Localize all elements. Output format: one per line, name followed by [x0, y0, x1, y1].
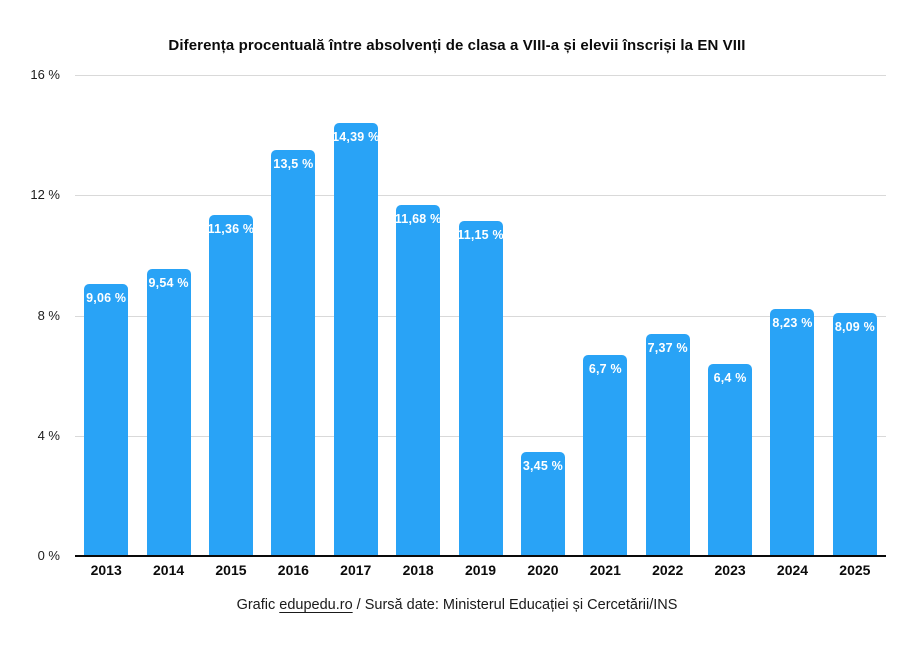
y-tick-label: 8 %	[37, 307, 60, 323]
bars-container: 9,06 % 9,54 % 11,36 % 13,5 % 14,39 % 11,68 % 1…	[75, 75, 886, 556]
gridline	[75, 75, 886, 76]
bar-2020[interactable]: 3,45 %	[520, 452, 565, 556]
bar-2018[interactable]: 11,68 %	[394, 204, 442, 556]
bar-2019[interactable]: 11,15 %	[457, 220, 504, 556]
bar-value-label: 6,7 %	[588, 361, 622, 376]
x-tick-label: 2025	[839, 562, 871, 578]
bar-value-label: 3,45 %	[522, 459, 563, 474]
bar-slot: 11,36 %	[200, 75, 262, 556]
x-axis-labels: 2013 2014 2015 2016 2017 2018 2019 2020 2021 2022…	[75, 562, 886, 578]
x-tick-label: 2021	[589, 562, 621, 578]
x-tick-label: 2014	[153, 562, 185, 578]
bar-slot: 7,37 %	[637, 75, 699, 556]
bar-value-label: 6,4 %	[713, 370, 747, 385]
x-tick-label: 2015	[215, 562, 247, 578]
x-tick-label: 2022	[652, 562, 684, 578]
bar-2014[interactable]: 9,54 %	[146, 269, 191, 556]
bar-slot: 11,15 %	[449, 75, 511, 556]
footer-prefix: Grafic	[236, 597, 280, 613]
bar-value-label: 9,54 %	[148, 276, 189, 291]
bar-2021[interactable]: 6,7 %	[583, 354, 628, 556]
y-tick-label: 0 %	[37, 548, 60, 563]
bar-slot: 8,23 %	[761, 75, 823, 556]
bar-slot: 9,54 %	[137, 75, 199, 556]
bar-2015[interactable]: 11,36 %	[207, 214, 255, 556]
bar-2023[interactable]: 6,4 %	[708, 363, 753, 556]
gridline	[75, 195, 886, 197]
bar-value-label: 14,39 %	[332, 130, 380, 145]
x-tick-label: 2023	[714, 562, 746, 578]
bar-slot: 11,68 %	[387, 75, 449, 556]
edupedu-link[interactable]: edupedu.ro	[279, 597, 353, 613]
bar-slot: 8,09 %	[824, 75, 886, 556]
bar-slot: 9,06 %	[75, 75, 137, 556]
plot-area: 9,06 % 9,54 % 11,36 % 13,5 % 14,39 % 11,68 % 1…	[75, 75, 886, 557]
y-tick-label: 4 %	[37, 427, 60, 443]
x-tick-label: 2018	[402, 562, 434, 578]
bar-2025[interactable]: 8,09 %	[832, 312, 877, 556]
bar-2016[interactable]: 13,5 %	[271, 150, 316, 556]
bar-slot: 6,4 %	[699, 75, 761, 556]
x-tick-label: 2019	[464, 562, 497, 578]
bar-value-label: 7,37 %	[647, 341, 688, 356]
bar-value-label: 13,5 %	[273, 157, 314, 172]
bar-2017[interactable]: 14,39 %	[332, 123, 380, 556]
x-tick-label: 2017	[340, 562, 372, 578]
bar-slot: 6,7 %	[574, 75, 636, 556]
bar-value-label: 11,15 %	[457, 227, 504, 242]
bar-2022[interactable]: 7,37 %	[645, 334, 690, 556]
bar-value-label: 8,23 %	[772, 315, 813, 330]
x-tick-label: 2016	[277, 562, 309, 578]
y-tick-label: 12 %	[30, 187, 60, 203]
bar-2024[interactable]: 8,23 %	[770, 308, 815, 556]
y-tick-label: 16 %	[30, 67, 60, 82]
x-axis-line	[75, 555, 886, 557]
bar-slot: 13,5 %	[262, 75, 324, 556]
bar-value-label: 11,36 %	[207, 221, 255, 236]
bar-value-label: 8,09 %	[834, 319, 875, 334]
footer-caption: Grafic edupedu.ro / Sursă date: Minister…	[0, 597, 914, 613]
x-tick-label: 2020	[527, 562, 559, 578]
chart-title: Diferența procentuală între absolvenți d…	[168, 37, 746, 54]
bar-value-label: 11,68 %	[394, 211, 442, 226]
bar-2013[interactable]: 9,06 %	[84, 283, 129, 556]
x-tick-label: 2024	[776, 562, 809, 578]
footer-suffix: / Sursă date: Ministerul Educației și Ce…	[352, 597, 678, 613]
bar-slot: 14,39 %	[325, 75, 387, 556]
bar-value-label: 9,06 %	[86, 290, 127, 305]
bar-slot: 3,45 %	[512, 75, 574, 556]
x-tick-label: 2013	[90, 562, 122, 578]
